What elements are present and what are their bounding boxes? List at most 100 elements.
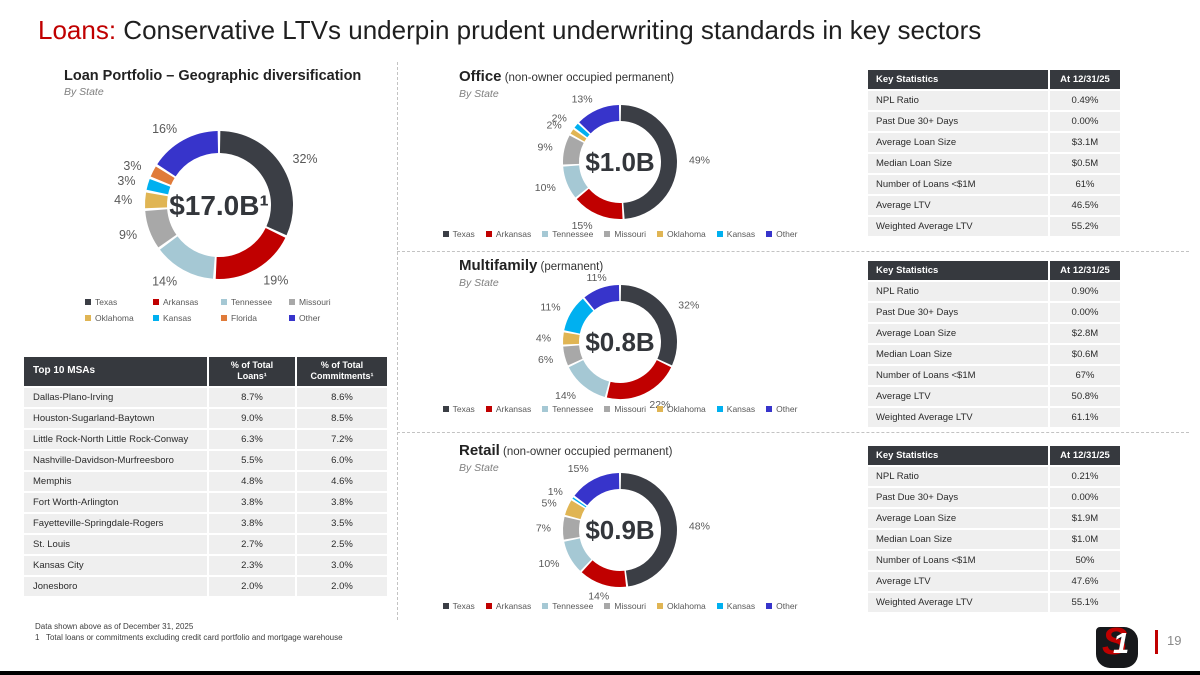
table-cell: 55.1% [1050,593,1120,612]
legend-item-texas: Texas [442,229,475,239]
table-cell: NPL Ratio [868,467,1048,486]
legend-label: Missouri [299,297,331,307]
stats-header-row: Key Statistics At 12/31/25 [868,70,1120,89]
legend-item-tennessee: Tennessee [542,229,593,239]
table-cell: Memphis [24,471,207,491]
legend-label: Kansas [726,404,756,414]
legend-bullet-icon [542,603,549,609]
legend-item-oklahoma: Oklahoma [657,404,706,414]
legend-label: Oklahoma [667,229,706,239]
table-cell: Number of Loans <$1M [868,175,1048,194]
section-retail-header: Retail (non-owner occupied permanent) By… [459,442,672,474]
legend-item-oklahoma: Oklahoma [657,601,706,611]
table-row: Fort Worth-Arlington 3.8% 3.8% [24,492,387,512]
legend-item-missouri: Missouri [604,404,646,414]
bottom-edge-bar [0,671,1200,675]
table-row: Median Loan Size $1.0M [868,530,1120,549]
multifamily-stats-table: Key Statistics At 12/31/25 NPL Ratio 0.90… [866,259,1122,429]
portfolio-donut-chart: 32% 19% 14% 9% 4% 3% 3% 16% $17.0B¹ [99,85,339,325]
legend-item-missouri: Missouri [604,229,646,239]
table-cell: 2.3% [209,555,295,575]
donut-center-value: $0.9B [585,515,654,545]
table-cell: 0.00% [1050,112,1120,131]
table-cell: Average LTV [868,572,1048,591]
table-cell: Past Due 30+ Days [868,303,1048,322]
legend-label: Kansas [163,313,192,323]
donut-segment-tennessee [563,164,589,198]
legend-item-other: Other [766,601,797,611]
table-cell: 50.8% [1050,387,1120,406]
section-office-header: Office (non-owner occupied permanent) By… [459,68,674,100]
donut-segment-other [584,285,620,311]
table-row: Jonesboro 2.0% 2.0% [24,576,387,596]
table-row: Average Loan Size $1.9M [868,509,1120,528]
table-row: Number of Loans <$1M 50% [868,551,1120,570]
table-cell: $2.8M [1050,324,1120,343]
table-cell: Houston-Sugarland-Baytown [24,408,207,428]
table-row: Average LTV 46.5% [868,196,1120,215]
donut-percentage-label: 2% [552,113,567,125]
donut-segment-texas [620,473,677,587]
table-cell: 55.2% [1050,217,1120,236]
donut-percentage-label: 15% [568,463,589,475]
table-cell: Average LTV [868,196,1048,215]
table-cell: 3.8% [209,513,295,533]
table-cell: Fort Worth-Arlington [24,492,207,512]
legend-bullet-icon [604,231,611,237]
msa-header-row: Top 10 MSAs % of Total Loans¹ % of Total… [24,357,387,386]
table-cell: 61% [1050,175,1120,194]
legend-label: Other [776,601,798,611]
donut-segment-tennessee [568,359,610,397]
retail-subtitle: By State [459,462,499,474]
legend-label: Arkansas [495,404,532,414]
donut-segment-arkansas [581,560,627,587]
legend-item-tennessee: Tennessee [542,601,593,611]
multifamily-legend: Texas Arkansas Tennessee Missouri Oklahoma Ka… [397,404,843,414]
legend-bullet-icon [716,603,723,609]
table-cell: $0.5M [1050,154,1120,173]
footnote-1: 1 Total loans or commitments excluding c… [35,633,343,642]
table-cell: St. Louis [24,534,207,554]
table-row: Number of Loans <$1M 61% [868,175,1120,194]
table-row: Median Loan Size $0.5M [868,154,1120,173]
table-cell: Little Rock-North Little Rock-Conway [24,429,207,449]
msa-header-commitments: % of Total Commitments¹ [297,357,387,386]
legend-item-texas: Texas [85,297,153,307]
donut-percentage-label: 2% [547,120,562,132]
table-cell: 61.1% [1050,408,1120,427]
donut-percentage-label: 5% [542,497,557,509]
office-legend: Texas Arkansas Tennessee Missouri Oklahoma Ka… [397,229,843,239]
table-row: NPL Ratio 0.21% [868,467,1120,486]
page-title: Loans: Conservative LTVs underpin pruden… [38,15,981,46]
table-cell: 0.00% [1050,488,1120,507]
donut-segment-tennessee [159,235,216,279]
table-cell: Nashville-Davidson-Murfreesboro [24,450,207,470]
table-cell: Jonesboro [24,576,207,596]
table-row: Average LTV 50.8% [868,387,1120,406]
table-cell: 3.8% [297,492,387,512]
legend-label: Arkansas [495,601,532,611]
table-cell: Average Loan Size [868,509,1048,528]
legend-item-tennessee: Tennessee [542,404,593,414]
table-row: Dallas-Plano-Irving 8.7% 8.6% [24,387,387,407]
table-row: Weighted Average LTV 55.2% [868,217,1120,236]
legend-label: Other [776,229,798,239]
table-row: Past Due 30+ Days 0.00% [868,112,1120,131]
table-cell: Kansas City [24,555,207,575]
donut-segment-missouri [563,516,581,540]
donut-percentage-label: 9% [538,142,553,154]
table-cell: Average LTV [868,387,1048,406]
donut-segment-kansas [146,179,171,195]
table-cell: 0.00% [1050,303,1120,322]
legend-bullet-icon [85,299,91,305]
legend-label: Oklahoma [667,601,706,611]
legend-item-arkansas: Arkansas [485,601,532,611]
donut-segment-arkansas [606,359,672,399]
msa-header-name: Top 10 MSAs [24,357,207,386]
donut-percentage-label: 10% [538,558,559,570]
table-row: Past Due 30+ Days 0.00% [868,303,1120,322]
donut-segment-kansas [572,497,587,508]
table-cell: 8.5% [297,408,387,428]
legend-bullet-icon [716,406,723,412]
